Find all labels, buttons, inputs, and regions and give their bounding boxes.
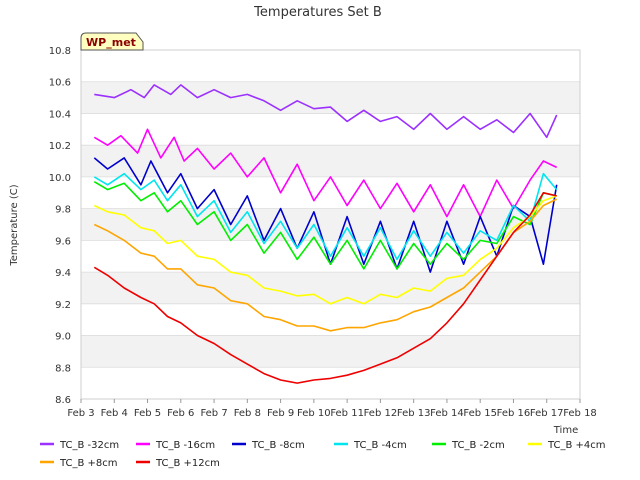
legend-label: TC_B -32cm xyxy=(59,440,119,451)
chart-title: Temperatures Set B xyxy=(253,5,382,20)
x-tick-label: Feb 14 xyxy=(430,408,464,419)
grid-band xyxy=(81,81,580,114)
y-axis-ticks: 8.6 8.8 9.0 9.2 9.4 9.6 9.8 10.0 10.2 10.4 10.6 10.… xyxy=(49,46,71,406)
y-tick-label: 10.8 xyxy=(49,46,71,57)
y-tick-label: 9.4 xyxy=(55,268,71,279)
y-tick-label: 9.8 xyxy=(55,205,71,216)
y-tick-label: 9.2 xyxy=(55,300,71,311)
x-tick-label: Feb 4 xyxy=(101,408,128,419)
legend-label: TC_B -2cm xyxy=(451,440,505,451)
x-tick-label: Feb 5 xyxy=(134,408,161,419)
plot-background xyxy=(81,81,580,368)
x-tick-label: Feb 17 xyxy=(530,408,564,419)
legend-label: TC_B +12cm xyxy=(155,458,220,469)
x-tick-label: Feb 16 xyxy=(497,408,531,419)
x-tick-label: Feb 7 xyxy=(200,408,227,419)
grid-band xyxy=(81,272,580,304)
series-lines xyxy=(93,84,558,384)
series-line xyxy=(93,195,557,305)
x-tick-label: Feb 18 xyxy=(563,408,597,419)
y-tick-label: 10.4 xyxy=(49,109,71,120)
grid-band xyxy=(81,145,580,177)
series-line xyxy=(93,192,557,384)
wp-met-label: WP_met xyxy=(86,36,136,49)
legend-label: TC_B +4cm xyxy=(547,440,606,451)
legend-label: TC_B -16cm xyxy=(155,440,215,451)
x-tick-label: Feb 11 xyxy=(330,408,364,419)
series-line xyxy=(93,181,557,270)
grid-band xyxy=(81,335,580,368)
x-tick-label: Feb 12 xyxy=(364,408,398,419)
x-tick-label: Feb 13 xyxy=(397,408,431,419)
x-tick-label: Feb 8 xyxy=(234,408,261,419)
legend-label: TC_B +8cm xyxy=(59,458,118,469)
series-line xyxy=(93,198,558,332)
x-axis-ticks: Feb 3 Feb 4 Feb 5 Feb 6 Feb 7 Feb 8 Feb 9 Feb 1… xyxy=(67,399,597,419)
legend-label: TC_B -8cm xyxy=(251,440,305,451)
x-tick-label: Feb 15 xyxy=(463,408,497,419)
x-tick-label: Feb 6 xyxy=(167,408,194,419)
y-tick-label: 8.8 xyxy=(55,363,71,374)
y-axis-label: Temperature (C) xyxy=(9,184,20,266)
series-line xyxy=(94,84,558,139)
series-line xyxy=(93,172,558,261)
x-tick-label: Feb 10 xyxy=(297,408,331,419)
legend: TC_B -32cm TC_B -16cm TC_B -8cm TC_B -4cm TC… xyxy=(40,440,606,469)
plot-frame xyxy=(80,49,581,400)
y-tick-label: 10.0 xyxy=(49,173,71,184)
wp-met-badge: WP_met xyxy=(80,32,144,51)
y-tick-label: 10.6 xyxy=(49,78,71,89)
x-tick-label: Feb 9 xyxy=(267,408,294,419)
legend-label: TC_B -4cm xyxy=(353,440,407,451)
y-tick-label: 10.2 xyxy=(49,141,71,152)
x-tick-label: Feb 3 xyxy=(67,408,94,419)
x-axis-label: Time xyxy=(553,425,578,436)
series-line xyxy=(93,157,558,273)
y-tick-label: 9.0 xyxy=(55,332,71,343)
y-tick-label: 9.6 xyxy=(55,236,71,247)
y-tick-label: 8.6 xyxy=(55,395,71,406)
grid-band xyxy=(81,208,580,241)
